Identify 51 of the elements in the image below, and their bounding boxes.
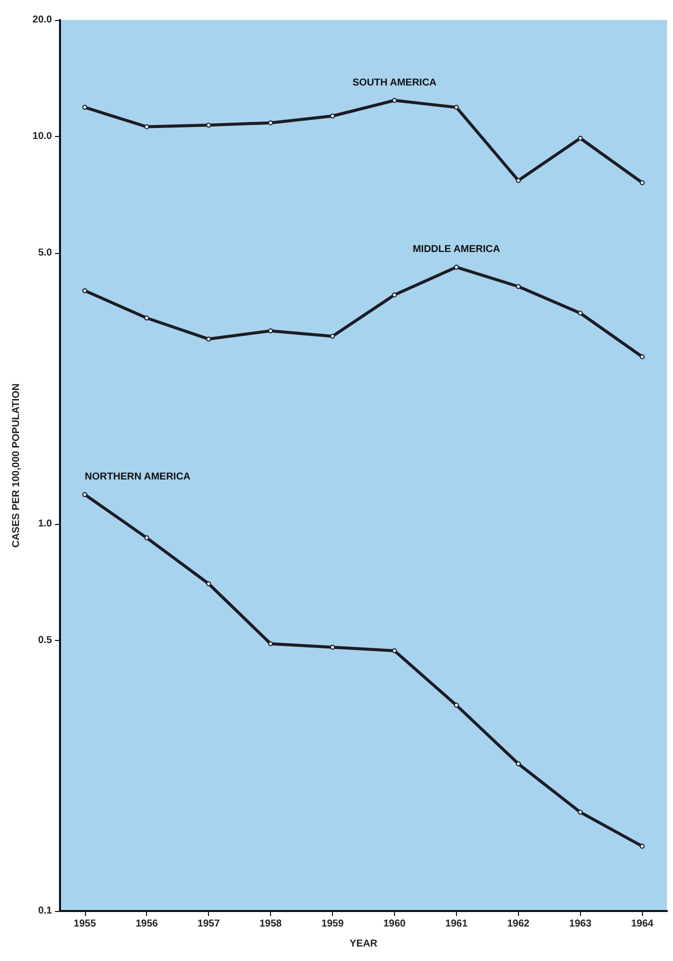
point (268, 641, 274, 646)
point (392, 292, 397, 298)
point (454, 264, 459, 270)
point (454, 104, 459, 110)
point (268, 328, 274, 334)
x-tick-label: 1957 (198, 918, 220, 930)
y-axis-title: CASES PER 100,000 POPULATION (11, 383, 22, 548)
x-tick-label: 1958 (259, 918, 282, 930)
x-tick-label: 1960 (383, 918, 406, 930)
x-tick-label: 1956 (136, 918, 158, 930)
x-tick-label: 1964 (631, 918, 654, 930)
y-tick-label: 1.0 (38, 518, 52, 530)
point (82, 104, 88, 110)
point (454, 702, 459, 708)
point (206, 122, 212, 128)
x-tick-label: 1959 (321, 918, 344, 930)
y-tick-label: 20.0 (32, 14, 52, 26)
point (82, 492, 88, 498)
x-tick-label: 1955 (74, 918, 96, 930)
x-tick-label: 1963 (569, 918, 592, 930)
point (330, 114, 336, 119)
point (82, 288, 88, 294)
y-tick-label: 0.5 (38, 634, 52, 646)
series-label: MIDDLE AMERICA (412, 244, 500, 256)
y-tick-label: 0.1 (38, 906, 52, 916)
point (392, 648, 397, 654)
point (516, 284, 521, 289)
point (578, 136, 583, 141)
series-label: SOUTH AMERICA (352, 77, 437, 88)
point (578, 310, 583, 316)
point (268, 120, 274, 126)
point (144, 315, 150, 320)
x-axis-title: YEAR (350, 938, 378, 950)
point (640, 180, 645, 186)
point (330, 644, 336, 650)
series-label: NORTHERN AMERICA (84, 472, 191, 483)
point (144, 535, 150, 540)
point (516, 178, 521, 184)
point (392, 98, 397, 103)
point (516, 761, 521, 766)
point (144, 124, 150, 130)
point (206, 581, 212, 586)
x-tick-label: 1962 (507, 918, 530, 930)
point (330, 334, 336, 339)
point (640, 354, 645, 360)
y-tick-label: 5.0 (38, 248, 52, 259)
point (206, 336, 212, 342)
y-tick-label: 10.0 (32, 131, 52, 142)
point (578, 810, 583, 815)
x-tick-label: 1961 (445, 918, 468, 930)
point (640, 844, 645, 849)
